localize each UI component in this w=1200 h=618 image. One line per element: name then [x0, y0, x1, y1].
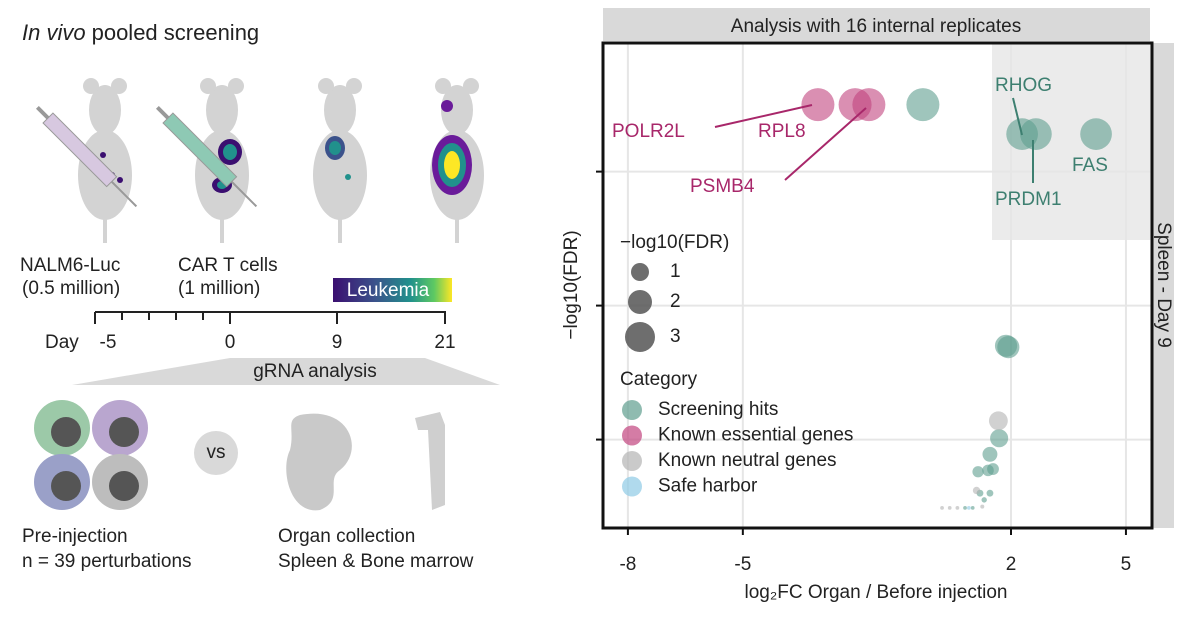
y-axis-title: −log10(FDR) [561, 230, 582, 339]
panel-title: In vivo pooled screening [22, 20, 259, 45]
size-legend-label: 3 [670, 326, 681, 347]
legend-key [622, 400, 642, 420]
label: (0.5 million) [22, 278, 120, 299]
annotation: PSMB4 [690, 176, 755, 197]
facet-label: Spleen - Day 9 [1153, 222, 1174, 348]
legend-title: −log10(FDR) [620, 232, 729, 253]
point [970, 506, 975, 510]
point [972, 466, 984, 478]
point [940, 506, 944, 510]
point [982, 464, 994, 477]
label: n = 39 perturbations [22, 551, 192, 572]
point [972, 486, 981, 495]
point [990, 429, 1009, 448]
day-label: 21 [434, 332, 455, 353]
point [906, 88, 940, 122]
point [963, 506, 967, 510]
point [988, 411, 1008, 431]
label: (1 million) [178, 278, 260, 299]
point [980, 504, 985, 509]
leukemia-bar [333, 278, 452, 302]
point [947, 506, 952, 510]
size-legend-key [628, 290, 652, 314]
title-rest: pooled screening [92, 20, 260, 45]
point [801, 88, 835, 122]
cells [34, 400, 148, 510]
annotation: RHOG [995, 75, 1052, 96]
label: vs [207, 442, 226, 463]
point [981, 497, 987, 503]
facet-strip-right [1152, 43, 1174, 528]
x-tick-label: 5 [1121, 554, 1132, 575]
leader-line [1012, 97, 1023, 136]
label: Spleen & Bone marrow [278, 551, 474, 572]
legend-label: Screening hits [658, 399, 778, 420]
x-tick-label: 2 [1006, 554, 1017, 575]
annotation: PRDM1 [995, 189, 1062, 210]
annotation: FAS [1072, 155, 1108, 176]
label: NALM6-Luc [20, 255, 120, 276]
plot-frame [601, 41, 1154, 530]
x-tick-label: -5 [734, 554, 751, 575]
label: CAR T cells [178, 255, 278, 276]
legend-label: Known neutral genes [658, 450, 837, 471]
x-axis-title: log₂FC Organ / Before injection [745, 582, 1008, 603]
legend-title: Category [620, 369, 698, 390]
spleen [286, 413, 352, 511]
tumors [100, 100, 472, 195]
point [1080, 118, 1112, 150]
day-label: -5 [100, 332, 117, 353]
vs-circle [194, 431, 238, 475]
point [955, 506, 960, 510]
facet-strip [603, 8, 1150, 41]
legend-key [622, 451, 642, 471]
legend-key [622, 425, 642, 446]
label: Organ collection [278, 526, 415, 547]
legend-label: Safe harbor [658, 476, 758, 497]
timeline [94, 311, 446, 324]
bone [415, 412, 445, 510]
syringes [35, 105, 258, 208]
label: Pre-injection [22, 526, 128, 547]
leader-line [784, 107, 867, 181]
facet-title: Analysis with 16 internal replicates [731, 16, 1021, 37]
size-legend-label: 2 [670, 291, 681, 312]
label: Day [45, 332, 79, 353]
point [967, 506, 971, 510]
annotation: POLR2L [612, 121, 685, 142]
point [986, 489, 994, 497]
size-legend-label: 1 [670, 261, 681, 282]
label: gRNA analysis [253, 361, 377, 382]
point [1020, 118, 1052, 150]
mice [78, 78, 484, 243]
point [997, 336, 1020, 359]
annotation: RPL8 [758, 121, 806, 142]
legend-label: Known essential genes [658, 425, 853, 446]
size-legend-key [631, 263, 649, 281]
point [982, 446, 998, 462]
x-tick-label: -8 [619, 554, 636, 575]
legend-key [622, 476, 642, 497]
day-label: 0 [225, 332, 236, 353]
size-legend-key [625, 322, 655, 352]
schematic: In vivo pooled screening NALM6-Luc (0.5 m… [20, 20, 500, 572]
day-label: 9 [332, 332, 343, 353]
gRNA-band [72, 358, 500, 385]
label: Leukemia [347, 280, 430, 301]
leader-line [714, 104, 813, 128]
title-italic: In vivo [22, 20, 86, 45]
